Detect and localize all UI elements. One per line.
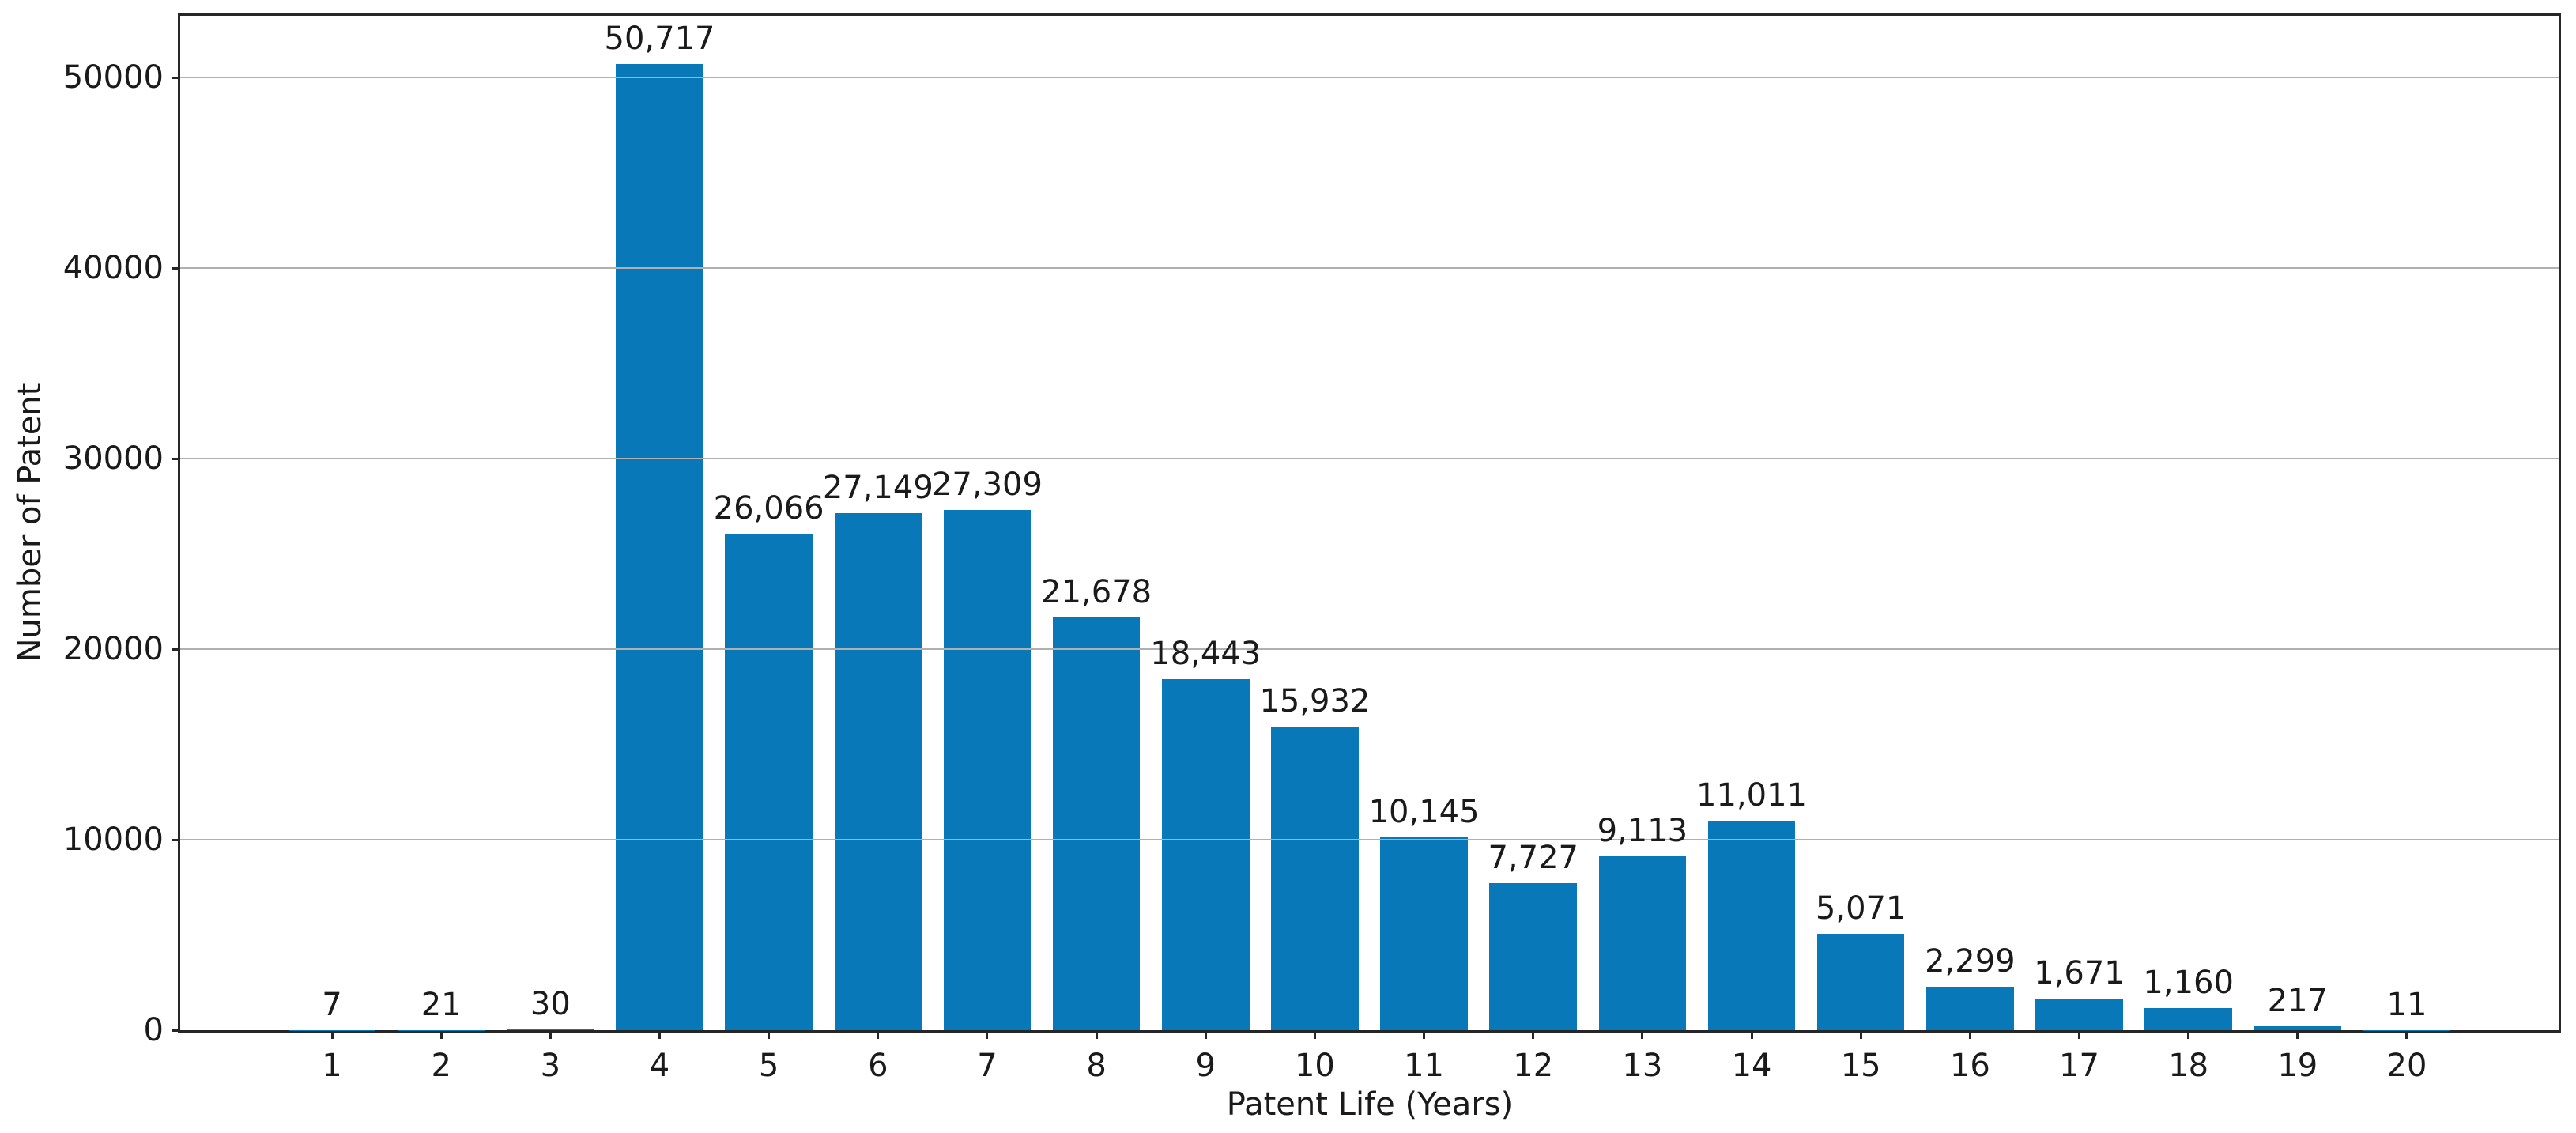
x-tick-label: 18 [2168,1048,2209,1084]
x-tick-mark [2187,1030,2190,1039]
bar [507,1029,594,1030]
bar-value-label: 5,071 [1815,889,1907,927]
gridline [180,77,2559,79]
x-tick-mark [658,1030,661,1039]
bar-value-label: 2,299 [1925,942,2016,980]
bar-value-label: 217 [2267,982,2328,1019]
bar-value-label: 30 [530,986,571,1023]
bar-value-label: 7,727 [1488,839,1578,876]
x-tick-label: 8 [1086,1048,1107,1084]
x-axis-title: Patent Life (Years) [1226,1086,1514,1123]
x-tick-label: 15 [1840,1048,1881,1084]
y-tick-label: 0 [143,1012,164,1048]
y-tick-label: 40000 [62,250,164,287]
bar-value-label: 50,717 [604,21,715,58]
x-tick-label: 9 [1195,1048,1216,1084]
x-tick-label: 13 [1622,1048,1663,1084]
x-tick-label: 6 [868,1048,888,1084]
y-axis-title: Number of Patent [12,383,48,663]
bar [1489,882,1577,1030]
bar [1271,727,1359,1030]
y-tick-mark [172,838,180,841]
y-tick-mark [172,266,180,270]
bar-value-label: 15,932 [1259,683,1371,720]
bar-value-label: 1,671 [2034,954,2125,991]
x-tick-mark [1313,1030,1316,1039]
gridline [180,648,2559,651]
x-tick-label: 11 [1404,1048,1445,1084]
bar [2035,998,2123,1030]
x-tick-mark [2296,1030,2299,1039]
x-tick-mark [1968,1030,1971,1039]
x-tick-label: 17 [2059,1048,2099,1084]
x-tick-mark [439,1030,443,1039]
x-tick-mark [1750,1030,1753,1039]
bar [943,510,1032,1030]
x-tick-mark [1641,1030,1644,1039]
x-tick-label: 12 [1513,1048,1554,1084]
gridline [180,267,2559,270]
bar-value-label: 21,678 [1041,573,1152,610]
x-tick-mark [1095,1030,1098,1039]
bar-value-label: 9,113 [1597,813,1688,850]
x-tick-label: 4 [649,1048,670,1084]
x-tick-label: 3 [540,1048,561,1084]
gridline [180,839,2559,841]
x-tick-mark [2405,1030,2408,1039]
bar [2254,1025,2342,1030]
bar-value-label: 10,145 [1368,793,1480,830]
bar-value-label: 21 [421,986,462,1023]
bar [1598,856,1687,1030]
x-tick-mark [2078,1030,2080,1039]
bar [397,1029,485,1030]
x-tick-label: 16 [1949,1048,1990,1084]
x-tick-label: 20 [2386,1048,2427,1084]
bar-value-label: 26,066 [713,490,824,527]
x-tick-mark [1532,1030,1535,1039]
y-tick-mark [172,648,180,651]
y-tick-mark [172,457,180,460]
x-tick-label: 19 [2277,1048,2318,1084]
y-tick-label: 30000 [62,440,164,478]
bar-value-label: 11,011 [1696,776,1808,814]
x-tick-label: 10 [1294,1048,1335,1084]
bar [834,512,922,1030]
x-tick-mark [1423,1030,1426,1039]
y-tick-mark [172,76,180,79]
x-tick-label: 5 [758,1048,779,1084]
x-tick-mark [986,1030,989,1039]
bar-value-label: 27,149 [822,469,933,506]
x-tick-mark [768,1030,771,1039]
x-tick-label: 14 [1731,1048,1772,1084]
bar [1816,933,1905,1030]
bar-value-label: 27,309 [931,466,1043,504]
bar [1926,986,2014,1030]
bar [1380,837,1468,1030]
x-tick-label: 7 [977,1048,998,1084]
x-tick-label: 2 [431,1048,451,1084]
x-tick-mark [549,1030,552,1039]
x-tick-mark [877,1030,880,1039]
bar [725,534,813,1030]
y-tick-mark [172,1029,180,1032]
y-tick-label: 10000 [62,821,164,859]
plot-area: 7 21 30 50,717 26,066 27,149 27,309 21,678 18,44… [178,13,2561,1033]
y-tick-label: 50000 [62,59,164,96]
x-tick-mark [1204,1030,1207,1039]
x-tick-label: 1 [322,1048,342,1084]
bar-value-label: 7 [322,986,342,1023]
x-tick-mark [330,1030,334,1039]
bar [2144,1008,2232,1030]
y-tick-label: 20000 [62,631,164,668]
bar [616,64,703,1030]
bar-value-label: 11 [2386,986,2427,1023]
bar [1707,820,1796,1030]
bar [1052,617,1141,1030]
gridline [180,458,2559,460]
bar-value-label: 18,443 [1150,635,1262,672]
bar [1162,678,1250,1030]
bar-value-label: 1,160 [2143,965,2234,1002]
x-tick-mark [1859,1030,1862,1039]
